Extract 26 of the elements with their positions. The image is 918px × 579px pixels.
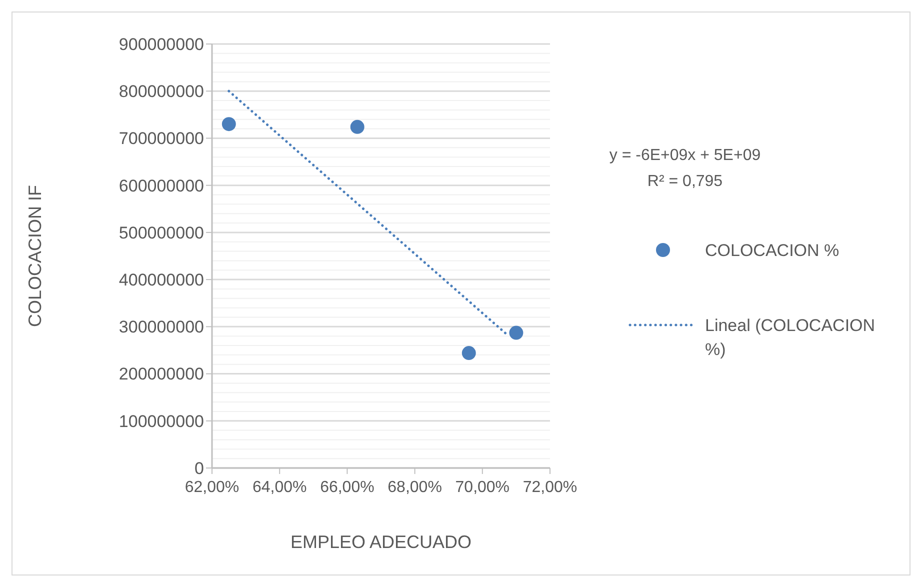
y-tick-label: 600000000 <box>118 176 204 196</box>
y-tick-label: 500000000 <box>118 223 204 242</box>
y-tick-label: 700000000 <box>118 129 204 148</box>
point <box>462 346 476 360</box>
point <box>509 326 524 340</box>
text: R² = 0,795 <box>647 173 723 190</box>
y-tick-label: 300000000 <box>118 318 204 337</box>
x-tick-label: 72,00% <box>522 479 578 496</box>
x-tick-label: 68,00% <box>388 479 442 496</box>
y-tick-label: 400000000 <box>118 270 204 290</box>
y-tick-label: 0 <box>194 458 204 478</box>
y-tick-label: 900000000 <box>118 34 204 54</box>
x-tick-label: 64,00% <box>252 479 307 496</box>
point <box>350 120 364 134</box>
legend-label: Lineal (COLOCACION %) <box>705 316 876 359</box>
point <box>222 117 236 132</box>
x-tick-label: 70,00% <box>455 479 510 496</box>
y-axis-title: COLOCACION IF <box>25 184 45 328</box>
y-tick-label: 200000000 <box>118 364 204 384</box>
y-tick-label: 800000000 <box>118 82 204 102</box>
legend-label: COLOCACION % <box>705 240 840 260</box>
x-tick-label: 62,00% <box>184 479 240 496</box>
text: y = -6E+09x + 5E+09 <box>609 147 761 164</box>
y-tick-label: 100000000 <box>118 412 204 431</box>
x-tick-label: 66,00% <box>320 479 374 496</box>
x-axis-title: EMPLEO ADECUADO <box>290 532 472 552</box>
